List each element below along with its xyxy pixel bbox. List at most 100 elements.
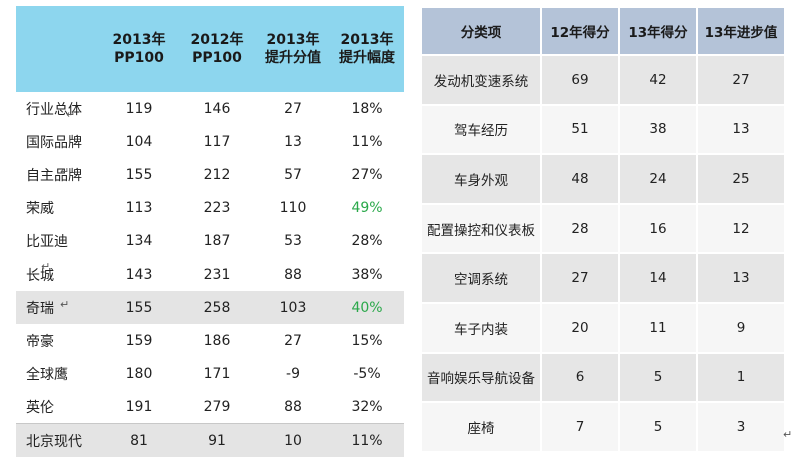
brand-name-cell: 帝豪 <box>26 333 54 350</box>
left-header-corner <box>16 6 100 92</box>
score-cell: 42 <box>618 54 698 106</box>
value-cell: 171 <box>203 366 231 383</box>
value-cell: 279 <box>203 399 231 416</box>
brand-name-cell: 荣威 <box>26 201 54 218</box>
category-name-cell: 发动机变速系统 <box>420 54 542 106</box>
right-header-cell: 13年进步值 <box>696 6 786 56</box>
brand-name-cell: 自主品牌 <box>26 167 82 184</box>
paragraph-mark: ↵ <box>783 428 793 441</box>
value-cell: 212 <box>203 166 231 183</box>
paragraph-mark: ↵ <box>60 165 70 178</box>
paragraph-mark: ↵ <box>41 260 51 273</box>
value-cell: 155 <box>125 166 153 183</box>
category-name-cell: 驾车经历 <box>420 103 542 156</box>
brand-name-cell: 全球鹰 <box>26 367 68 384</box>
score-cell: 38 <box>618 103 698 156</box>
value-cell: 15% <box>351 332 383 349</box>
value-cell: 186 <box>203 332 231 349</box>
table-row: 国际品牌 104 117 13 11% <box>16 125 404 158</box>
table-row: 车身外观 48 24 25 <box>420 153 786 205</box>
table-row: 帝豪 159 186 27 15% <box>16 324 404 357</box>
left-header-cell: 2013年 提升幅度 <box>330 6 404 92</box>
score-cell: 27 <box>696 54 786 106</box>
score-cell: 13 <box>696 103 786 156</box>
score-cell: 20 <box>540 301 620 354</box>
right-table-header-row: 分类项 12年得分 13年得分 13年进步值 <box>420 6 786 56</box>
value-cell: 155 <box>100 291 178 325</box>
value-cell: 32% <box>351 399 383 416</box>
category-name-cell: 车子内装 <box>420 301 542 354</box>
value-cell: 57 <box>284 166 302 183</box>
value-cell: 146 <box>203 100 231 117</box>
brand-name-cell: 奇瑞 <box>16 291 100 325</box>
value-cell: 11% <box>351 133 383 150</box>
value-cell: 28% <box>351 233 383 250</box>
value-cell: 53 <box>284 233 302 250</box>
table-row: 驾车经历 51 38 13 <box>420 103 786 156</box>
category-name-cell: 空调系统 <box>420 252 542 304</box>
value-cell: 113 <box>125 200 153 217</box>
brand-name-cell: 北京现代 <box>16 423 100 458</box>
table-row: 长城 143 231 88 38% <box>16 258 404 291</box>
value-cell: 223 <box>203 200 231 217</box>
table-row: 空调系统 27 14 13 <box>420 252 786 304</box>
table-row: 发动机变速系统 69 42 27 <box>420 54 786 106</box>
right-table-body: 发动机变速系统 69 42 27 驾车经历 51 38 13 车身外观 48 24 25 配置操控和仪表… <box>420 54 786 453</box>
brand-name-cell: 行业总体 <box>26 101 82 118</box>
value-cell: 27% <box>351 166 383 183</box>
table-row: 行业总体 119 146 27 18% <box>16 92 404 125</box>
value-cell: 258 <box>178 291 256 325</box>
value-cell: 10 <box>256 423 330 458</box>
score-cell: 11 <box>618 301 698 354</box>
value-cell: 117 <box>203 133 231 150</box>
value-cell: 180 <box>125 366 153 383</box>
score-cell: 5 <box>618 401 698 453</box>
score-cell: 9 <box>696 301 786 354</box>
score-cell: 3 <box>696 401 786 453</box>
left-table-body: 行业总体 119 146 27 18% 国际品牌 104 117 13 11% 自主品牌 155 212… <box>16 92 404 458</box>
brand-name-cell: 比亚迪 <box>26 234 68 251</box>
category-name-cell: 配置操控和仪表板 <box>420 202 542 255</box>
left-header-cell: 2013年 提升分值 <box>256 6 330 92</box>
right-header-cell: 分类项 <box>420 6 542 56</box>
category-score-table: 分类项 12年得分 13年得分 13年进步值 发动机变速系统 69 42 27 驾车经历 51 3… <box>420 6 786 453</box>
value-cell: 143 <box>125 266 153 283</box>
value-cell: 40% <box>330 291 404 325</box>
table-row: 比亚迪 134 187 53 28% <box>16 225 404 258</box>
category-name-cell: 座椅 <box>420 401 542 453</box>
brand-name-cell: 长城 <box>26 267 54 284</box>
right-header-cell: 12年得分 <box>540 6 620 56</box>
left-header-cell: 2013年 PP100 <box>100 6 178 92</box>
table-row: 车子内装 20 11 9 <box>420 301 786 354</box>
value-cell: 27 <box>284 100 302 117</box>
category-name-cell: 音响娱乐导航设备 <box>420 351 542 404</box>
table-row: 英伦 191 279 88 32% <box>16 391 404 424</box>
brand-name-cell: 国际品牌 <box>26 134 82 151</box>
value-cell: 191 <box>125 399 153 416</box>
score-cell: 25 <box>696 153 786 205</box>
value-cell: 49% <box>351 200 383 217</box>
left-table-header-row: 2013年 PP100 2012年 PP100 2013年 提升分值 2013年 提升幅度 <box>16 6 404 92</box>
brand-name-cell: 英伦 <box>26 400 54 417</box>
score-cell: 51 <box>540 103 620 156</box>
value-cell: -9 <box>286 366 300 383</box>
table-row: 荣威 113 223 110 49% <box>16 192 404 225</box>
value-cell: 88 <box>284 399 302 416</box>
value-cell: 231 <box>203 266 231 283</box>
brand-pp100-table: 2013年 PP100 2012年 PP100 2013年 提升分值 2013年 提升幅度 行… <box>16 6 404 458</box>
value-cell: 27 <box>284 332 302 349</box>
right-header-cell: 13年得分 <box>618 6 698 56</box>
value-cell: 119 <box>125 100 153 117</box>
paragraph-mark: ↵ <box>60 298 70 311</box>
table-row: 奇瑞 155 258 103 40% <box>16 291 404 325</box>
table-row: 音响娱乐导航设备 6 5 1 <box>420 351 786 404</box>
table-row: 全球鹰 180 171 -9 -5% <box>16 358 404 391</box>
score-cell: 27 <box>540 252 620 304</box>
score-cell: 16 <box>618 202 698 255</box>
score-cell: 13 <box>696 252 786 304</box>
left-header-cell: 2012年 PP100 <box>178 6 256 92</box>
table-row: 自主品牌 155 212 57 27% <box>16 158 404 191</box>
value-cell: -5% <box>353 366 381 383</box>
value-cell: 91 <box>178 423 256 458</box>
category-name-cell: 车身外观 <box>420 153 542 205</box>
